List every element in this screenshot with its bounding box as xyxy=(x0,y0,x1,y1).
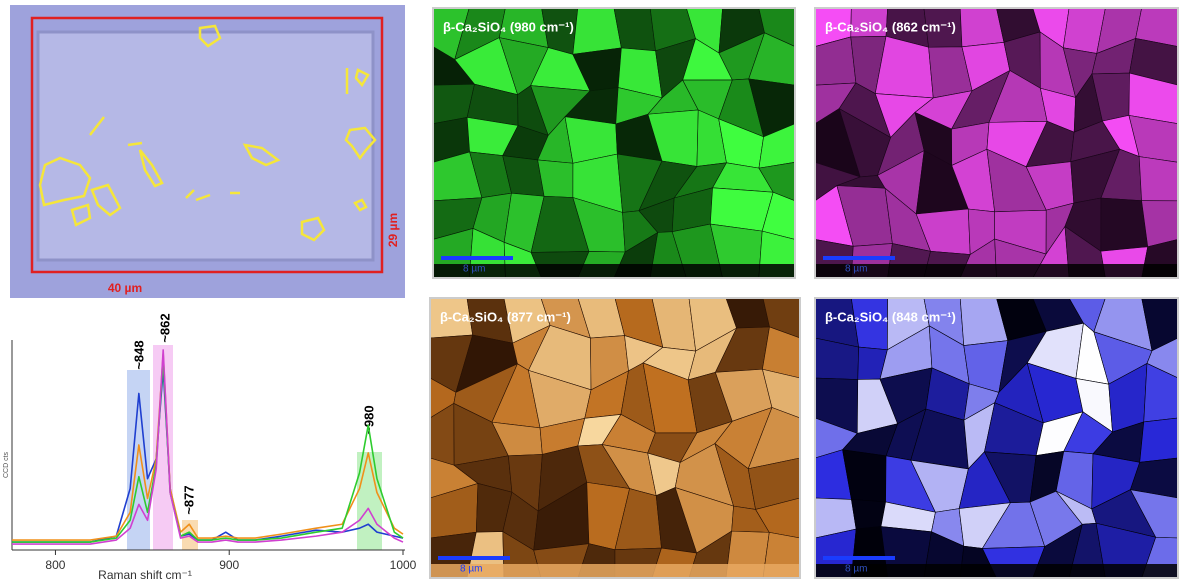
width-label: 40 µm xyxy=(108,281,142,295)
map-frame xyxy=(432,7,796,279)
grain xyxy=(959,7,1005,48)
scale-bar-label: 8 µm xyxy=(845,264,867,275)
map-title: β-Ca₂SiO₄ (862 cm⁻¹) xyxy=(825,19,956,34)
spectrum: CCD cts Raman shift cm⁻¹ ~848 ~862 ~877 … xyxy=(3,313,417,582)
peak-label: ~980 xyxy=(361,405,376,434)
crystal xyxy=(36,30,375,262)
spectrum-line xyxy=(12,349,404,545)
scale-bar-label: 8 µm xyxy=(463,264,485,275)
spectrum-line xyxy=(12,368,404,543)
x-tick-label: 1000 xyxy=(390,558,417,572)
band-862 xyxy=(153,345,173,550)
scan-area xyxy=(30,16,384,274)
peak-label: ~877 xyxy=(181,485,196,514)
peak-label: ~848 xyxy=(131,340,146,369)
scale-bar-label: 8 µm xyxy=(460,564,482,575)
micrograph: 40 µm 29 µm xyxy=(10,5,405,298)
grain-outlines xyxy=(38,24,377,242)
grain xyxy=(1138,156,1179,202)
spectrum-line xyxy=(12,359,404,543)
raman-map: β-Ca₂SiO₄ (980 cm⁻¹) 8 µm xyxy=(432,7,796,279)
grain xyxy=(1141,200,1179,248)
map-title: β-Ca₂SiO₄ (848 cm⁻¹) xyxy=(825,309,956,324)
grain xyxy=(851,499,886,530)
raman-map: β-Ca₂SiO₄ (877 cm⁻¹) 8 µm xyxy=(429,297,801,579)
x-tick-label: 800 xyxy=(45,558,65,572)
map-bottom-strip xyxy=(430,564,800,578)
raman-map: β-Ca₂SiO₄ (862 cm⁻¹) 8 µm xyxy=(814,7,1179,279)
map-title: β-Ca₂SiO₄ (980 cm⁻¹) xyxy=(443,19,574,34)
grain xyxy=(1139,417,1179,463)
y-axis-label: CCD cts xyxy=(3,451,10,478)
map-bottom-strip xyxy=(815,264,1178,278)
height-label: 29 µm xyxy=(386,213,400,247)
map-bottom-strip xyxy=(815,564,1178,578)
raman-map: β-Ca₂SiO₄ (848 cm⁻¹) 8 µm xyxy=(814,297,1179,579)
map-frame xyxy=(814,297,1179,579)
spectrum-line xyxy=(12,353,404,541)
map-title: β-Ca₂SiO₄ (877 cm⁻¹) xyxy=(440,309,571,324)
peak-label: ~862 xyxy=(157,313,172,342)
scale-bar-label: 8 µm xyxy=(845,564,867,575)
grain xyxy=(1100,197,1149,252)
map-bottom-strip xyxy=(433,264,795,278)
map-frame xyxy=(429,297,801,579)
x-axis-label: Raman shift cm⁻¹ xyxy=(98,568,192,582)
map-frame xyxy=(814,7,1179,279)
x-tick-label: 900 xyxy=(219,558,239,572)
grain xyxy=(572,7,622,55)
